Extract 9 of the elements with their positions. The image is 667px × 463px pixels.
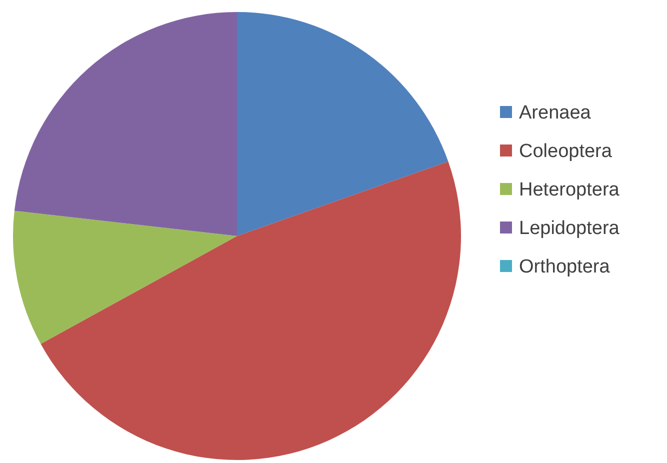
pie-slice [40,161,461,460]
pie-slice [237,12,448,236]
legend-label: Orthoptera [519,256,610,278]
pie-slice [14,12,237,236]
legend-label: Heteroptera [519,180,620,201]
legend-label: Arenaea [519,102,592,124]
legend-label: Lepidoptera [519,218,620,240]
pie-slice [13,210,237,344]
legend-label: Coleoptera [519,141,612,162]
